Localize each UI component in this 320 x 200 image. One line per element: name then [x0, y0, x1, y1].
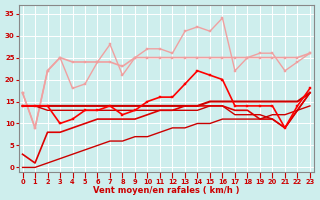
X-axis label: Vent moyen/en rafales ( km/h ): Vent moyen/en rafales ( km/h ): [93, 186, 239, 195]
